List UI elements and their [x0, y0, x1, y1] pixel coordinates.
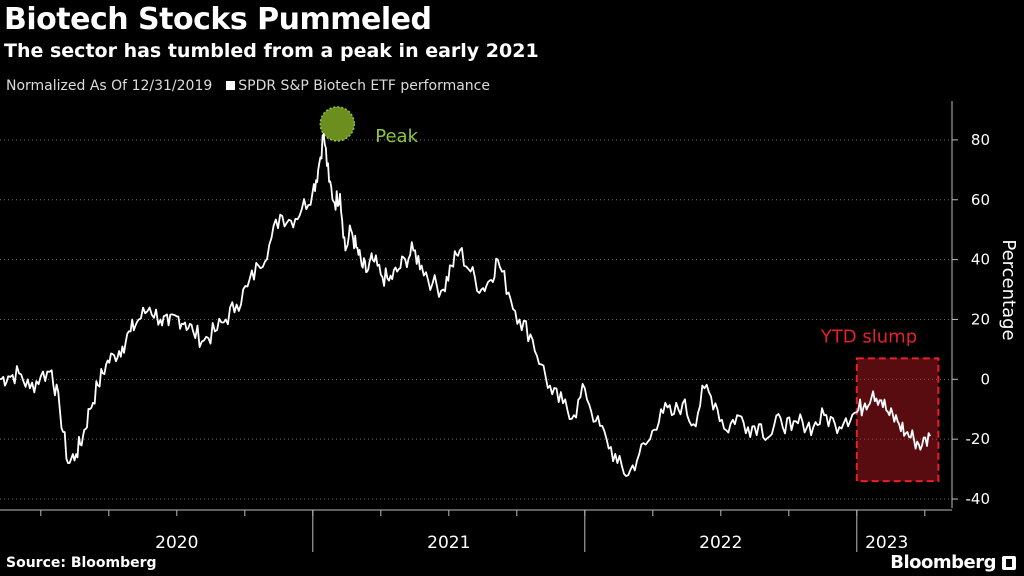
brand-logo-text: Bloomberg	[890, 552, 996, 573]
x-year-label: 2020	[155, 533, 198, 553]
series-line	[0, 133, 931, 477]
series-layer	[0, 133, 931, 477]
annotation-layer: YTD slump Peak	[319, 106, 940, 483]
grid-layer	[0, 139, 952, 500]
y-tick-label: 40	[971, 251, 990, 269]
axis-layer: 80 60 40 20 0 -20 -40 Percentage 2020 2021 2022 202…	[0, 101, 1019, 553]
legend-row: Normalized As Of 12/31/2019 SPDR S&P Biot…	[6, 78, 490, 94]
normalized-note: Normalized As Of 12/31/2019	[6, 78, 213, 94]
y-tick-label: -20	[966, 430, 991, 448]
legend-swatch-icon	[226, 81, 236, 90]
x-year-label: 2023	[865, 533, 908, 553]
y-axis-label: Percentage	[998, 239, 1019, 340]
legend-label: SPDR S&P Biotech ETF performance	[238, 78, 490, 94]
y-tick-label: 60	[971, 191, 990, 209]
x-year-label: 2022	[699, 533, 742, 553]
peak-label: Peak	[375, 126, 418, 147]
chart-title: Biotech Stocks Pummeled	[4, 2, 432, 37]
source-note: Source: Bloomberg	[6, 555, 157, 571]
y-tick-label: 80	[971, 131, 990, 149]
y-tick-label: 20	[971, 310, 990, 328]
y-tick-label: 0	[980, 370, 990, 388]
peak-marker	[319, 106, 356, 142]
x-year-label: 2021	[427, 533, 470, 553]
brand-mark-icon	[1002, 556, 1016, 570]
chart-subtitle: The sector has tumbled from a peak in ea…	[4, 40, 539, 62]
ytd-slump-label: YTD slump	[820, 326, 917, 347]
y-tick-label: -40	[966, 490, 991, 508]
